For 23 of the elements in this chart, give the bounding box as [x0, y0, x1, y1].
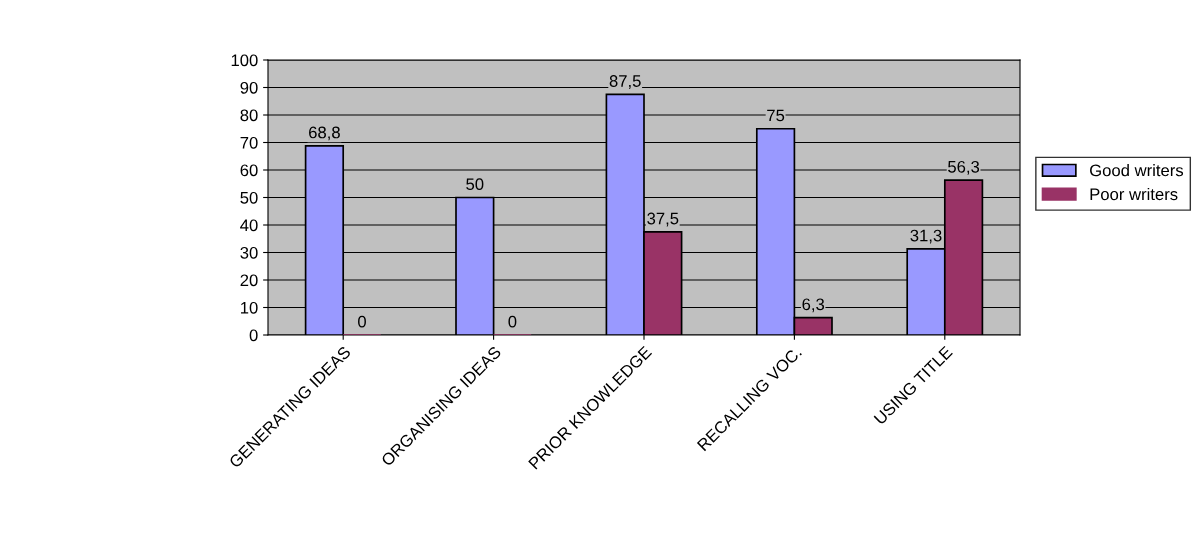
data-label: 75 — [767, 109, 785, 122]
data-label: 0 — [508, 315, 517, 328]
legend-label: Good writers — [1090, 164, 1184, 177]
data-label: 56,3 — [948, 160, 980, 175]
legend-label: Poor writers — [1090, 187, 1178, 201]
data-label: 31,3 — [910, 229, 942, 244]
data-label: 0 — [358, 315, 366, 328]
y-tick-label: 80 — [240, 109, 258, 122]
data-label: 6,3 — [802, 298, 825, 313]
y-tick-label: 40 — [240, 219, 258, 232]
y-tick-label: 100 — [231, 54, 258, 67]
y-tick-label: 10 — [241, 301, 258, 314]
y-tick-label: 20 — [240, 274, 258, 287]
data-label: 37,5 — [647, 212, 679, 227]
y-tick-label: 0 — [249, 329, 258, 342]
data-label: 87,5 — [609, 75, 641, 89]
y-tick-label: 90 — [240, 81, 258, 94]
y-tick-label: 30 — [240, 246, 258, 259]
data-label: 50 — [466, 178, 484, 191]
y-tick-label: 60 — [240, 164, 258, 177]
y-tick-label: 50 — [240, 191, 258, 204]
data-label: 68,8 — [309, 126, 340, 141]
y-tick-label: 70 — [240, 136, 258, 149]
